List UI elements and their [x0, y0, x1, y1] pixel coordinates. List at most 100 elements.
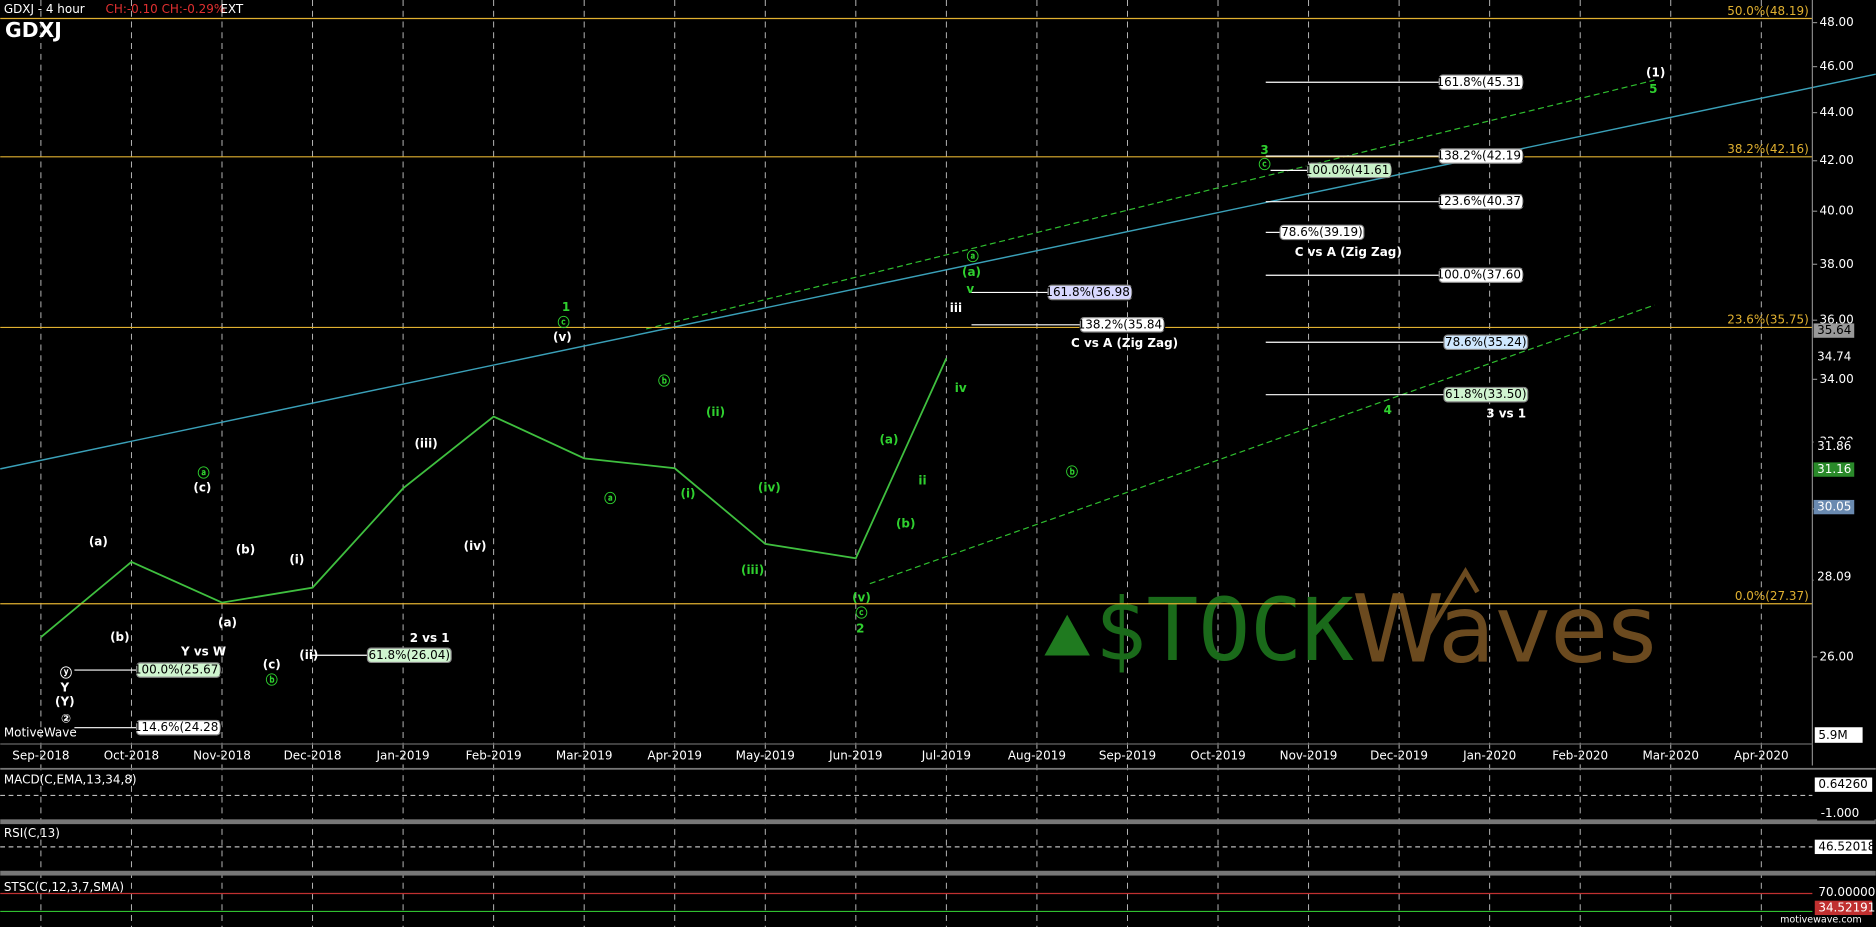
wave-label: iii [950, 301, 962, 315]
fib-projection-label: 61.8%(33.50) [1445, 387, 1527, 401]
wave-label: (i) [289, 552, 304, 566]
x-tick-label: Jul-2019 [921, 748, 971, 762]
fib-projection-label: 161.8%(45.31) [1436, 75, 1525, 89]
symbol: GDXJ [5, 18, 62, 42]
indicator-title: MACD(C,EMA,13,34,8) [4, 772, 137, 786]
wave-label: ⓑ [1066, 464, 1078, 479]
fib-projection-label: 123.6%(40.37) [1436, 194, 1525, 208]
panel-separator [0, 819, 1876, 825]
fib-projection-box [366, 647, 452, 664]
fib-projection-box [1443, 386, 1529, 403]
trendline [869, 304, 1655, 585]
fib-projection-box [1438, 148, 1524, 164]
y-tick-label: 42.00 [1820, 153, 1854, 167]
wave-label: (iii) [414, 436, 437, 450]
price-tag-box [1813, 462, 1855, 477]
indicator-value-box [1814, 839, 1873, 855]
price-tag-box [1813, 349, 1855, 365]
price-tag-box [1813, 499, 1855, 515]
wave-label: ⓑ [266, 672, 278, 687]
trendline [0, 73, 1876, 470]
indicator-value: 34.52191 [1818, 900, 1875, 914]
panel-separator [0, 870, 1876, 876]
fib-projection-box [135, 662, 221, 678]
wave-label: 3 [1260, 143, 1268, 157]
x-tick-label: Feb-2020 [1552, 748, 1608, 762]
indicator-value: 0.64260 [1818, 777, 1867, 791]
y-tick-label: 40.00 [1820, 204, 1854, 218]
volume-tag: 5.9M [1818, 728, 1847, 742]
fib-projection-label: 61.8%(26.04) [369, 648, 451, 662]
wave-label: (iii) [741, 563, 764, 577]
fib-projection-label: 161.8%(36.98) [1045, 285, 1134, 299]
change: CH:-0.10 CH:-0.29% [105, 2, 225, 16]
indicator-title: RSI(C,13) [4, 826, 60, 840]
wave-label: (a) [879, 433, 898, 447]
wave-label: (b) [110, 630, 129, 644]
wave-label: (b) [896, 516, 915, 530]
wave-label: ⓨ [60, 665, 72, 680]
fib-projection-label: 100.0%(25.67) [134, 663, 223, 677]
wave-label: (ii) [299, 648, 318, 662]
x-tick-label: Nov-2019 [1280, 748, 1338, 762]
price-tag: 30.05 [1817, 500, 1851, 514]
x-tick-label: Mar-2020 [1642, 748, 1699, 762]
indicator-value-box [1814, 885, 1873, 900]
x-tick-label: Jan-2020 [1462, 748, 1516, 762]
y-tick-label: 44.00 [1820, 105, 1854, 119]
x-tick-label: Dec-2018 [284, 748, 342, 762]
indicator-value: 46.52018 [1818, 839, 1875, 853]
volume-tag-box [1814, 727, 1863, 743]
main-panel: Sep-2018 Oct-2018 Nov-2018 Dec-2018 Jan-2019… [0, 4, 1855, 762]
wave-label: (Y) [55, 695, 75, 709]
indicator-value: 70.00000 [1818, 885, 1875, 899]
wave-label: ② [61, 711, 71, 725]
wave-label: (iv) [758, 481, 781, 495]
wave-label: 5 [1649, 82, 1657, 96]
wave-label: (b) [236, 543, 255, 557]
fib-level-label: 38.2%(42.16) [1727, 142, 1809, 156]
x-tick-label: Jan-2019 [376, 748, 430, 762]
x-tick-label: Dec-2019 [1370, 748, 1428, 762]
fib-projection-box [1079, 317, 1165, 333]
x-tick-label: Mar-2019 [556, 748, 613, 762]
wave-label: ⓒ [1259, 157, 1271, 172]
fib-projection-box [1047, 284, 1133, 301]
wave-label: 4 [1384, 403, 1392, 417]
x-tick-label: Sep-2018 [12, 748, 69, 762]
wave-label: (ii) [706, 405, 725, 419]
symbol-title: GDXJ - 4 hour [4, 2, 85, 16]
y-tick-label: 46.00 [1820, 59, 1854, 73]
wave-label: (a) [89, 534, 108, 548]
wave-label: (a) [218, 616, 237, 630]
x-tick-label: Aug-2019 [1008, 748, 1066, 762]
wave-label: ⓐ [604, 490, 616, 505]
wave-label: ii [918, 473, 926, 487]
indicator-value-box [1814, 777, 1873, 792]
x-tick-label: Nov-2018 [193, 748, 251, 762]
x-tick-label: Feb-2019 [466, 748, 522, 762]
wave-label: v [966, 282, 974, 296]
fib-projection-label: 138.2%(42.19) [1436, 149, 1525, 163]
fib-projection-box [1279, 224, 1365, 241]
panel-separator [0, 767, 1876, 770]
fib-level-label: 23.6%(35.75) [1727, 313, 1809, 327]
x-tick-label: Sep-2019 [1099, 748, 1156, 762]
wave-label: (1) [1646, 65, 1665, 79]
indicator-title: STSC(C,12,3,7,SMA) [4, 880, 124, 894]
fib-projection-label: 100.0%(41.61) [1305, 163, 1394, 177]
wave-label: ⓐ [198, 465, 210, 480]
fib-projection-box [1443, 334, 1529, 351]
x-tick-label: Apr-2019 [647, 748, 702, 762]
wave-label: ⓑ [658, 373, 670, 388]
grid [40, 0, 1762, 927]
annotation: C vs A (Zig Zag) [1071, 336, 1178, 350]
price-tag: 31.16 [1817, 462, 1851, 476]
wave-label: (c) [193, 481, 211, 495]
logo-arrow-line [1415, 567, 1480, 654]
price-line [40, 357, 948, 638]
y-tick-label: 48.00 [1820, 15, 1854, 29]
fib-projection-label: 138.2%(35.84) [1078, 317, 1167, 331]
price-tag-box [1813, 569, 1855, 585]
